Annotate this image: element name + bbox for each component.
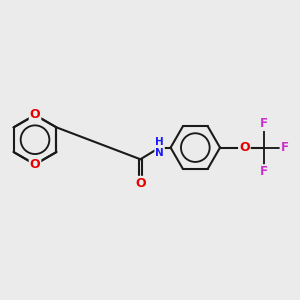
Text: O: O bbox=[135, 177, 146, 190]
Text: O: O bbox=[30, 158, 40, 171]
Text: O: O bbox=[239, 141, 250, 154]
Text: F: F bbox=[260, 117, 268, 130]
Text: F: F bbox=[260, 165, 268, 178]
Text: O: O bbox=[30, 109, 40, 122]
Text: H
N: H N bbox=[155, 137, 164, 158]
Text: F: F bbox=[280, 141, 289, 154]
